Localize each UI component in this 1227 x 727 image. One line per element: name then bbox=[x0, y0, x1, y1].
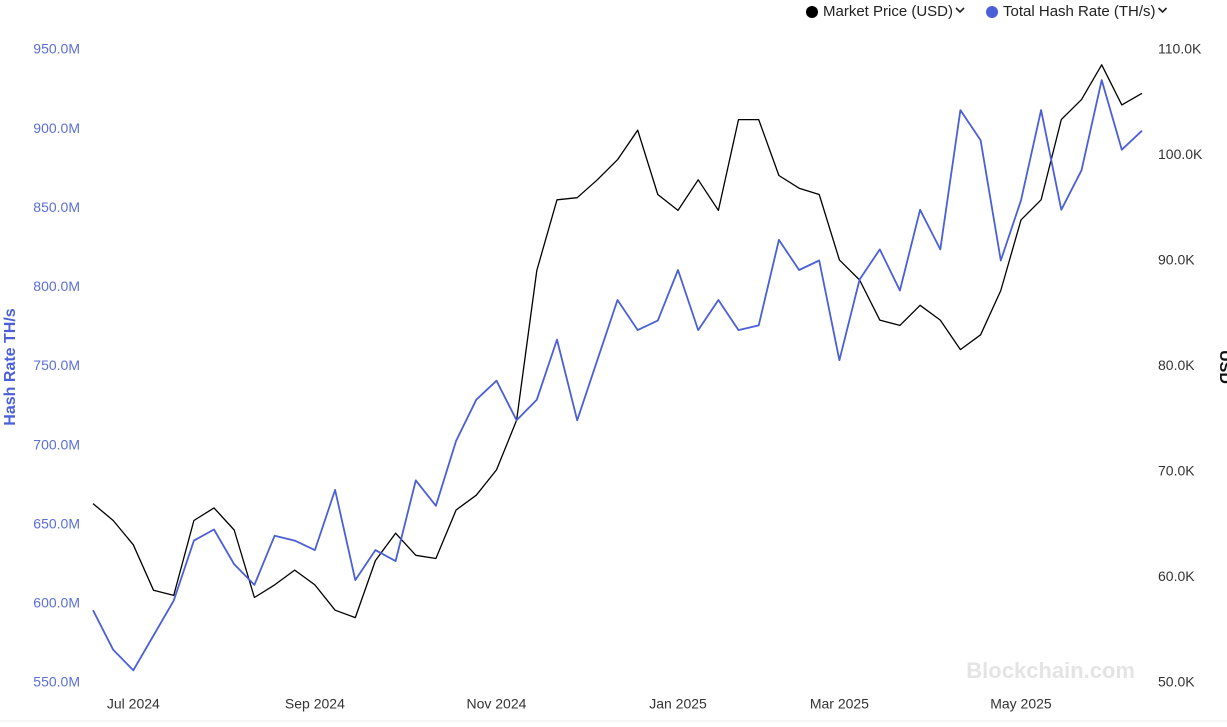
series-line bbox=[92, 64, 1143, 619]
y-tick-label: 650.0M bbox=[33, 515, 80, 531]
watermark: Blockchain.com bbox=[966, 658, 1135, 683]
y2-axis-title: USD bbox=[1216, 350, 1227, 384]
y-axis-title: Hash Rate TH/s bbox=[2, 308, 19, 425]
y-tick-label: 800.0M bbox=[33, 278, 80, 294]
x-tick-label: Jul 2024 bbox=[107, 696, 160, 712]
y-tick-label: 900.0M bbox=[33, 120, 80, 136]
legend-marker[interactable] bbox=[986, 6, 999, 18]
y-tick-label: 850.0M bbox=[33, 199, 80, 215]
y2-tick-label: 50.0K bbox=[1158, 674, 1195, 690]
x-tick-label: Jan 2025 bbox=[649, 696, 707, 712]
y-tick-label: 550.0M bbox=[33, 674, 80, 690]
y-tick-label: 950.0M bbox=[33, 41, 80, 57]
y-tick-label: 750.0M bbox=[33, 357, 80, 373]
x-tick-label: Sep 2024 bbox=[285, 696, 345, 712]
y2-tick-label: 80.0K bbox=[1158, 357, 1195, 373]
legend-chevron[interactable] bbox=[1157, 7, 1168, 14]
x-tick-label: May 2025 bbox=[990, 696, 1052, 712]
legend-chevron[interactable] bbox=[955, 7, 965, 14]
x-tick-label: Mar 2025 bbox=[810, 696, 869, 712]
x-tick-label: Nov 2024 bbox=[466, 696, 526, 712]
legend-marker[interactable] bbox=[806, 6, 818, 18]
legend-label[interactable]: Total Hash Rate (TH/s) bbox=[1003, 3, 1156, 20]
y2-tick-label: 110.0K bbox=[1158, 41, 1202, 57]
y2-tick-label: 100.0K bbox=[1158, 146, 1203, 162]
y2-tick-label: 70.0K bbox=[1158, 463, 1195, 479]
y-tick-label: 600.0M bbox=[33, 595, 80, 611]
series-line bbox=[92, 79, 1143, 672]
legend-label[interactable]: Market Price (USD) bbox=[823, 3, 953, 20]
y2-tick-label: 60.0K bbox=[1158, 568, 1195, 584]
y2-tick-label: 90.0K bbox=[1158, 252, 1195, 268]
y-tick-label: 700.0M bbox=[33, 436, 80, 452]
